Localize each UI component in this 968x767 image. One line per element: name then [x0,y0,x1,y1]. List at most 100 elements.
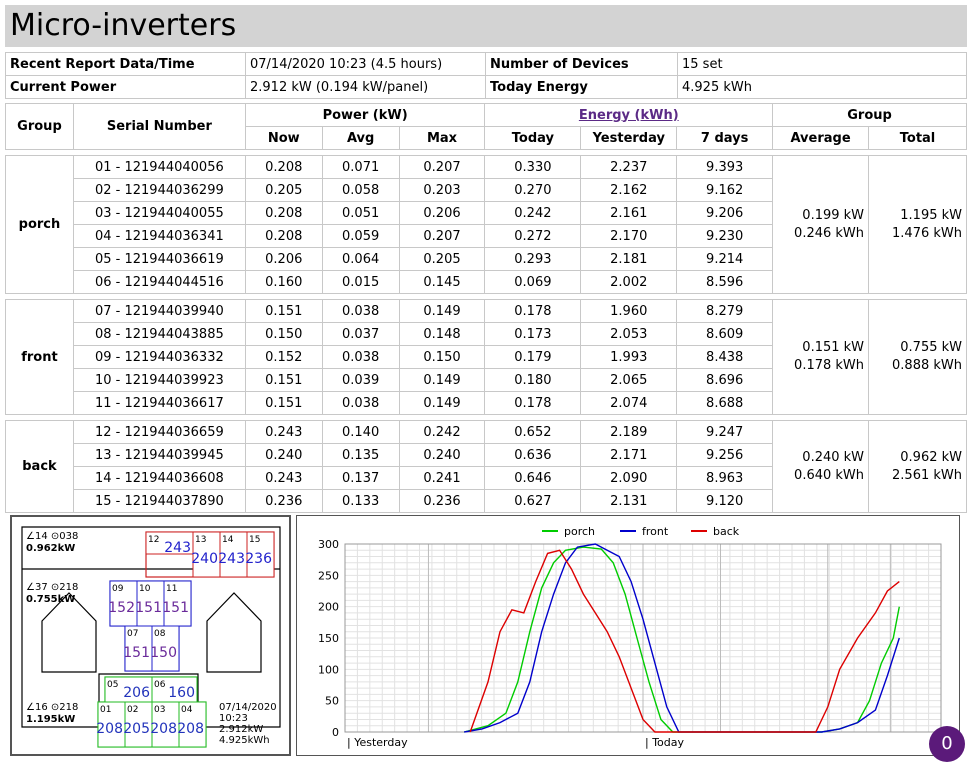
cell-avg: 0.137 [321,466,400,490]
cell-now: 0.206 [244,247,323,271]
group-average-kw: 0.240 kW [802,449,865,465]
current-power-value: 2.912 kW (0.194 kW/panel) [245,75,486,99]
cell-max: 0.150 [398,345,486,369]
cell-serial: 09 - 121944036332 [72,345,246,369]
panel-value-11: 151 [162,600,189,616]
panel-01 [97,701,126,748]
cell-max: 0.207 [398,155,486,179]
cell-serial: 05 - 121944036619 [72,247,246,271]
group-total: 0.755 kW 0.888 kWh [868,299,967,415]
cell-avg: 0.051 [321,201,400,225]
cell-now: 0.150 [244,322,323,346]
cell-serial: 12 - 121944036659 [72,420,246,444]
cell-now: 0.236 [244,489,323,513]
panel-15 [246,531,275,578]
cell-now: 0.205 [244,178,323,202]
front-roof-angles: ∠37 ⊙218 [26,582,78,593]
y-tick-label: 250 [318,569,339,582]
y-tick-label: 300 [318,538,339,551]
header-average: Average [772,126,870,150]
cell-serial: 03 - 121944040055 [72,201,246,225]
panel-id-07: 07 [127,629,138,639]
energy-link[interactable]: Energy (kWh) [578,107,679,123]
group-total: 0.962 kW 2.561 kWh [868,420,967,513]
group-average-kwh: 0.246 kWh [794,225,865,241]
cell-serial: 11 - 121944036617 [72,391,246,415]
panel-value-05: 206 [123,685,150,701]
panel-id-06: 06 [154,680,166,690]
cell-serial: 08 - 121944043885 [72,322,246,346]
page-title: Micro-inverters [5,5,967,47]
cell-now: 0.151 [244,299,323,323]
cell-max: 0.149 [398,299,486,323]
cell-days7: 8.688 [676,391,774,415]
panel-id-05: 05 [107,680,118,690]
cell-yesterday: 2.065 [580,368,678,392]
header-energy[interactable]: Energy (kWh) [484,103,774,127]
front-roof-power: 0.755kW [26,594,75,605]
panel-value-09: 152 [108,600,135,616]
panel-id-09: 09 [112,584,124,594]
header-power: Power (kW) [244,103,486,127]
panel-02 [124,701,153,748]
x-label-today: | Today [645,736,685,749]
group-total-kw: 1.195 kW [900,207,962,223]
cell-max: 0.241 [398,466,486,490]
cell-today: 0.178 [484,391,582,415]
cell-now: 0.151 [244,391,323,415]
cell-avg: 0.133 [321,489,400,513]
cell-today: 0.330 [484,155,582,179]
panel-id-10: 10 [139,584,151,594]
panel-value-03: 208 [150,721,177,737]
cell-today: 0.272 [484,224,582,248]
group-average: 0.151 kW 0.178 kWh [772,299,870,415]
cell-yesterday: 2.170 [580,224,678,248]
cell-avg: 0.039 [321,368,400,392]
dormer-left [41,592,97,673]
cell-days7: 9.162 [676,178,774,202]
cell-days7: 8.596 [676,270,774,294]
cell-today: 0.173 [484,322,582,346]
power-chart-svg: 0 50 100 150 200 250 300 | Yesterday | Today porc… [318,525,942,749]
series-line-back [469,549,900,733]
panel-value-04: 208 [177,721,204,737]
report-time-value: 07/14/2020 10:23 (4.5 hours) [245,52,486,76]
title-text: Micro-inverters [10,8,237,43]
legend-label-back: back [713,525,740,538]
roof-map: ∠14 ⊙038 0.962kW ∠37 ⊙218 0.755kW ∠16 ⊙218 1.… [10,515,291,756]
table-row: 05 - 121944036619 0.206 0.064 0.205 0.293 2.1… [6,247,967,271]
cell-max: 0.148 [398,322,486,346]
panel-value-06: 160 [168,685,195,701]
house-outline [21,526,281,728]
cell-days7: 9.393 [676,155,774,179]
cell-max: 0.207 [398,224,486,248]
cell-now: 0.160 [244,270,323,294]
today-energy-value: 4.925 kWh [677,75,967,99]
cell-avg: 0.071 [321,155,400,179]
cell-yesterday: 2.181 [580,247,678,271]
cell-max: 0.149 [398,368,486,392]
panel-id-02: 02 [127,705,138,715]
back-roof-power: 0.962kW [26,543,75,554]
notification-badge[interactable]: 0 [929,726,965,762]
cell-serial: 06 - 121944044516 [72,270,246,294]
cell-days7: 8.696 [676,368,774,392]
cell-yesterday: 2.237 [580,155,678,179]
cell-now: 0.208 [244,201,323,225]
group-total-kwh: 2.561 kWh [892,467,962,483]
panel-id-03: 03 [154,705,165,715]
cell-yesterday: 2.171 [580,443,678,467]
cell-today: 0.636 [484,443,582,467]
cell-days7: 8.963 [676,466,774,490]
cell-avg: 0.038 [321,345,400,369]
cell-max: 0.149 [398,391,486,415]
panel-id-15: 15 [249,535,260,545]
today-energy-label: Today Energy [485,75,678,99]
panel-value-14: 243 [218,551,245,567]
cell-serial: 14 - 121944036608 [72,466,246,490]
table-row: 15 - 121944037890 0.236 0.133 0.236 0.627 2.1… [6,489,967,513]
cell-now: 0.243 [244,466,323,490]
cell-serial: 07 - 121944039940 [72,299,246,323]
cell-avg: 0.037 [321,322,400,346]
